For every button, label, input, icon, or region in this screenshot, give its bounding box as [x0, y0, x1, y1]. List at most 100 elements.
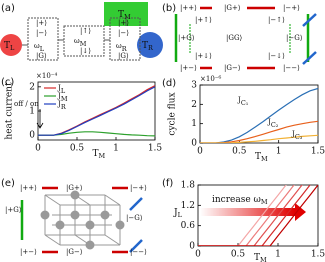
y-tick-label: 2: [191, 100, 197, 110]
x-tick-label: 1: [276, 147, 282, 157]
state-label: |++⟩: [20, 184, 37, 192]
box: [63, 25, 105, 57]
bath-label: TM: [118, 10, 131, 22]
line: [198, 185, 311, 246]
label-base: ω: [74, 37, 80, 45]
x-axis-label: TM: [255, 152, 268, 164]
node: [115, 220, 125, 230]
label-base: J: [57, 100, 61, 108]
y-tick-label: 0.6: [181, 221, 196, 231]
frequency-label: ωL: [34, 42, 45, 53]
state-label: |GG⟩: [226, 34, 243, 42]
label-sub: L: [61, 87, 66, 95]
legend-label: JL: [57, 84, 66, 95]
x-tick-label: 1.5: [311, 250, 325, 260]
state-label: |−↑⟩: [268, 16, 285, 24]
node: [70, 190, 80, 200]
label-sub: M: [261, 198, 268, 206]
label-base: J: [267, 118, 271, 126]
state-label: |−⟩: [118, 29, 129, 37]
frequency-label: ωM: [74, 37, 87, 48]
x-axis-label: TM: [93, 149, 106, 161]
plot-lines: [38, 85, 155, 137]
state-label: |+G⟩: [178, 34, 195, 42]
node: [100, 210, 110, 220]
node: [85, 220, 95, 230]
plot-lines: [198, 185, 318, 246]
label-sub: L: [40, 45, 45, 53]
series-label: JC₃: [291, 130, 303, 141]
label-base: J: [291, 130, 295, 138]
y-axis-label: cycle flux: [168, 92, 178, 135]
x-tick-label: 1.5: [311, 147, 325, 157]
label-sub: L: [10, 44, 15, 52]
state-label: |−↓⟩: [268, 52, 285, 60]
x-tick-label: 1: [113, 144, 119, 154]
state-label: |G+⟩: [66, 184, 83, 192]
line: [198, 185, 318, 246]
label-base: J: [237, 96, 241, 104]
state-label: |G+⟩: [224, 4, 241, 12]
x-tick-label: 0: [35, 144, 41, 154]
label-sub: M: [61, 95, 68, 103]
state-label: |−−⟩: [130, 248, 147, 256]
state-label: |−+⟩: [130, 184, 147, 192]
diagram-a: [0, 2, 163, 61]
plot-frame: [199, 84, 319, 144]
arrow: [129, 197, 143, 253]
multiplier: ×10⁻⁴: [36, 72, 57, 80]
state-label: |G−⟩: [224, 64, 241, 72]
label-sub: R: [61, 103, 67, 111]
label-base: J: [57, 84, 61, 92]
arrow: [42, 186, 128, 254]
label-sub: M: [80, 40, 87, 48]
series-label: JC₁: [237, 96, 249, 107]
y-axis-label: JL: [173, 208, 183, 220]
diagram-b: [174, 6, 317, 70]
box: [27, 17, 59, 61]
panel-label: (b): [162, 3, 176, 14]
state-label: |−G⟩: [126, 214, 143, 222]
label-base: T: [142, 41, 148, 51]
grid: [44, 194, 121, 246]
x-tick-label: 0.5: [70, 144, 85, 154]
bath-label: TL: [4, 41, 15, 53]
x-tick-label: 0: [195, 250, 201, 260]
increase-arrow-head: [295, 203, 306, 221]
state-label: |++⟩: [180, 4, 197, 12]
label-base: T: [4, 41, 10, 51]
state-label: |−⟩: [36, 29, 47, 37]
multiplier: ×10⁻⁶: [200, 75, 221, 83]
panel-label: (a): [1, 3, 15, 14]
state-label: |−−⟩: [283, 64, 300, 72]
label-base: increase ω: [212, 195, 261, 205]
y-tick-label: 1.8: [181, 181, 196, 191]
state-label: |+−⟩: [180, 64, 197, 72]
label-sub: M: [261, 155, 268, 163]
state-label: |−G⟩: [286, 34, 303, 42]
label-sub: M: [124, 13, 131, 21]
bar: [302, 51, 317, 65]
x-tick-label: 0.5: [232, 147, 247, 157]
bar: [302, 13, 317, 27]
panel-label: (f): [162, 178, 173, 189]
plot-lines: [200, 87, 318, 143]
plot-frame: [37, 81, 156, 141]
label-base: T: [255, 152, 261, 162]
line: [198, 185, 295, 246]
state-label: |G⟩: [118, 52, 129, 60]
y-tick-label: 1.2: [181, 201, 195, 211]
label-base: T: [254, 253, 260, 262]
panel-label: (e): [1, 178, 15, 189]
link: [22, 18, 127, 46]
label-base: T: [93, 149, 99, 159]
legend-label: JM: [57, 92, 68, 103]
increase-arrow: [200, 208, 295, 216]
legend-label: JR: [57, 100, 67, 111]
diagram-e: [40, 190, 125, 250]
label-sub: C₃: [295, 133, 303, 141]
x-axis-label: TM: [254, 253, 267, 262]
bath-right: [137, 32, 163, 58]
state-label: |+↓⟩: [195, 52, 212, 60]
